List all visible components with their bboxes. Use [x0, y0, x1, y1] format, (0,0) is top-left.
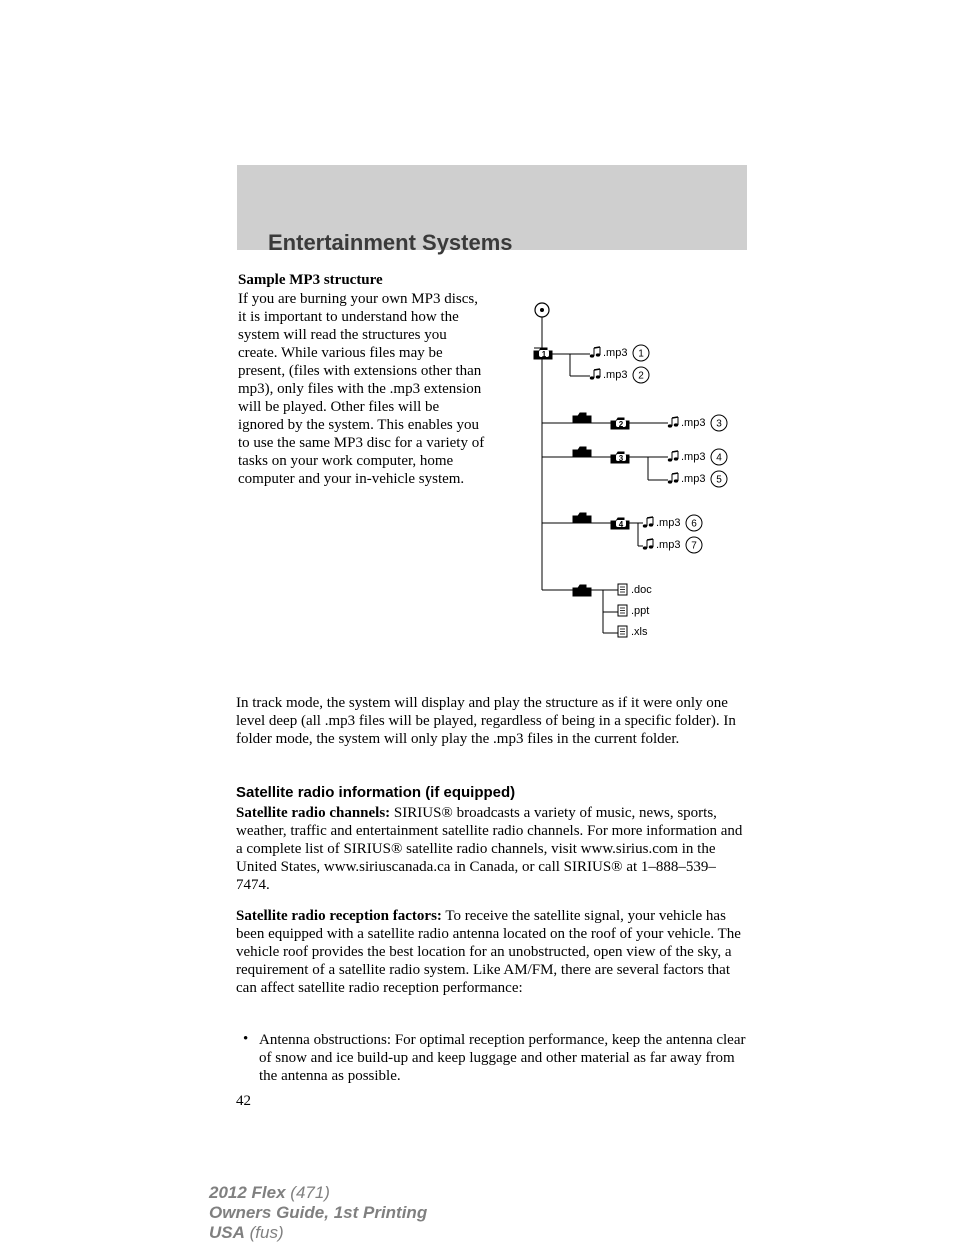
- svg-text:4: 4: [619, 520, 624, 529]
- svg-text:7: 7: [691, 541, 697, 552]
- svg-text:.mp3: .mp3: [681, 417, 705, 429]
- svg-text:1: 1: [542, 350, 547, 359]
- svg-text:.mp3: .mp3: [656, 517, 680, 529]
- mp3-structure-diagram: 1 2 3 4 .mp3 1 .mp3 2 .mp3 3 .mp3 4 .mp3 5 .mp3 6 .mp3 7.…: [498, 290, 745, 670]
- svg-text:2: 2: [619, 420, 624, 429]
- footer: 2012 Flex (471) Owners Guide, 1st Printi…: [209, 1183, 427, 1243]
- svg-text:6: 6: [691, 519, 697, 530]
- svg-text:4: 4: [716, 453, 722, 464]
- bullet-glyph: •: [243, 1031, 248, 1048]
- section2-heading: Satellite radio information (if equipped…: [236, 784, 515, 801]
- section2-p1: Satellite radio channels: SIRIUS® broadc…: [236, 804, 748, 894]
- header-title: Entertainment Systems: [268, 230, 513, 256]
- footer-line1: 2012 Flex (471): [209, 1183, 427, 1203]
- section2-p1-bold: Satellite radio channels:: [236, 805, 390, 821]
- svg-text:3: 3: [716, 419, 722, 430]
- section1b-body: In track mode, the system will display a…: [236, 694, 748, 748]
- svg-text:5: 5: [716, 475, 722, 486]
- svg-text:2: 2: [638, 371, 644, 382]
- section1-body: If you are burning your own MP3 discs, i…: [238, 290, 485, 488]
- svg-text:.mp3: .mp3: [681, 473, 705, 485]
- footer-line3: USA (fus): [209, 1223, 427, 1243]
- svg-text:3: 3: [619, 454, 624, 463]
- section2-p2-bold: Satellite radio reception factors:: [236, 908, 442, 924]
- section1-heading: Sample MP3 structure: [238, 272, 383, 289]
- section2-p2: Satellite radio reception factors: To re…: [236, 907, 748, 997]
- svg-text:1: 1: [638, 349, 644, 360]
- svg-text:.mp3: .mp3: [603, 369, 627, 381]
- svg-text:.ppt: .ppt: [631, 605, 649, 617]
- footer-line2: Owners Guide, 1st Printing: [209, 1203, 427, 1223]
- page-number: 42: [236, 1093, 251, 1110]
- bullet-text: Antenna obstructions: For optimal recept…: [259, 1031, 747, 1085]
- page-root: Entertainment Systems Sample MP3 structu…: [0, 0, 954, 1235]
- svg-text:.doc: .doc: [631, 584, 652, 596]
- svg-text:.mp3: .mp3: [603, 347, 627, 359]
- svg-text:.xls: .xls: [631, 626, 648, 638]
- svg-text:.mp3: .mp3: [656, 539, 680, 551]
- svg-text:.mp3: .mp3: [681, 451, 705, 463]
